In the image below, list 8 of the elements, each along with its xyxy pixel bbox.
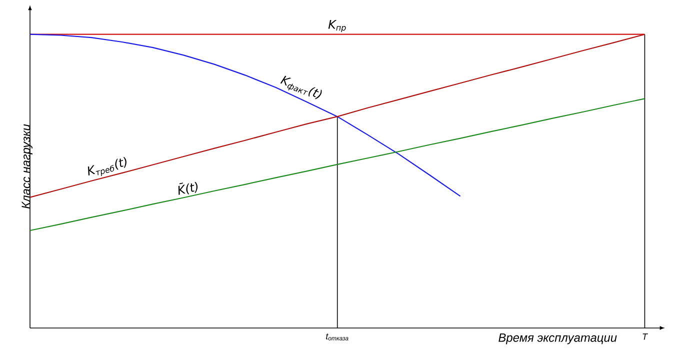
series-label: K$_{пр}$ [328, 20, 346, 32]
x-tick-label: t$_{отказа}$ [326, 334, 348, 340]
y-axis-title: Класс нагрузки [22, 124, 32, 209]
text: K$_{факт}$(t) [280, 76, 322, 100]
x-tick-label: T [642, 334, 648, 340]
text: K$_{треб}$(t) [88, 156, 126, 176]
x-axis-title: Время эксплуатации [498, 334, 617, 344]
text: K̄(t) [178, 182, 198, 195]
